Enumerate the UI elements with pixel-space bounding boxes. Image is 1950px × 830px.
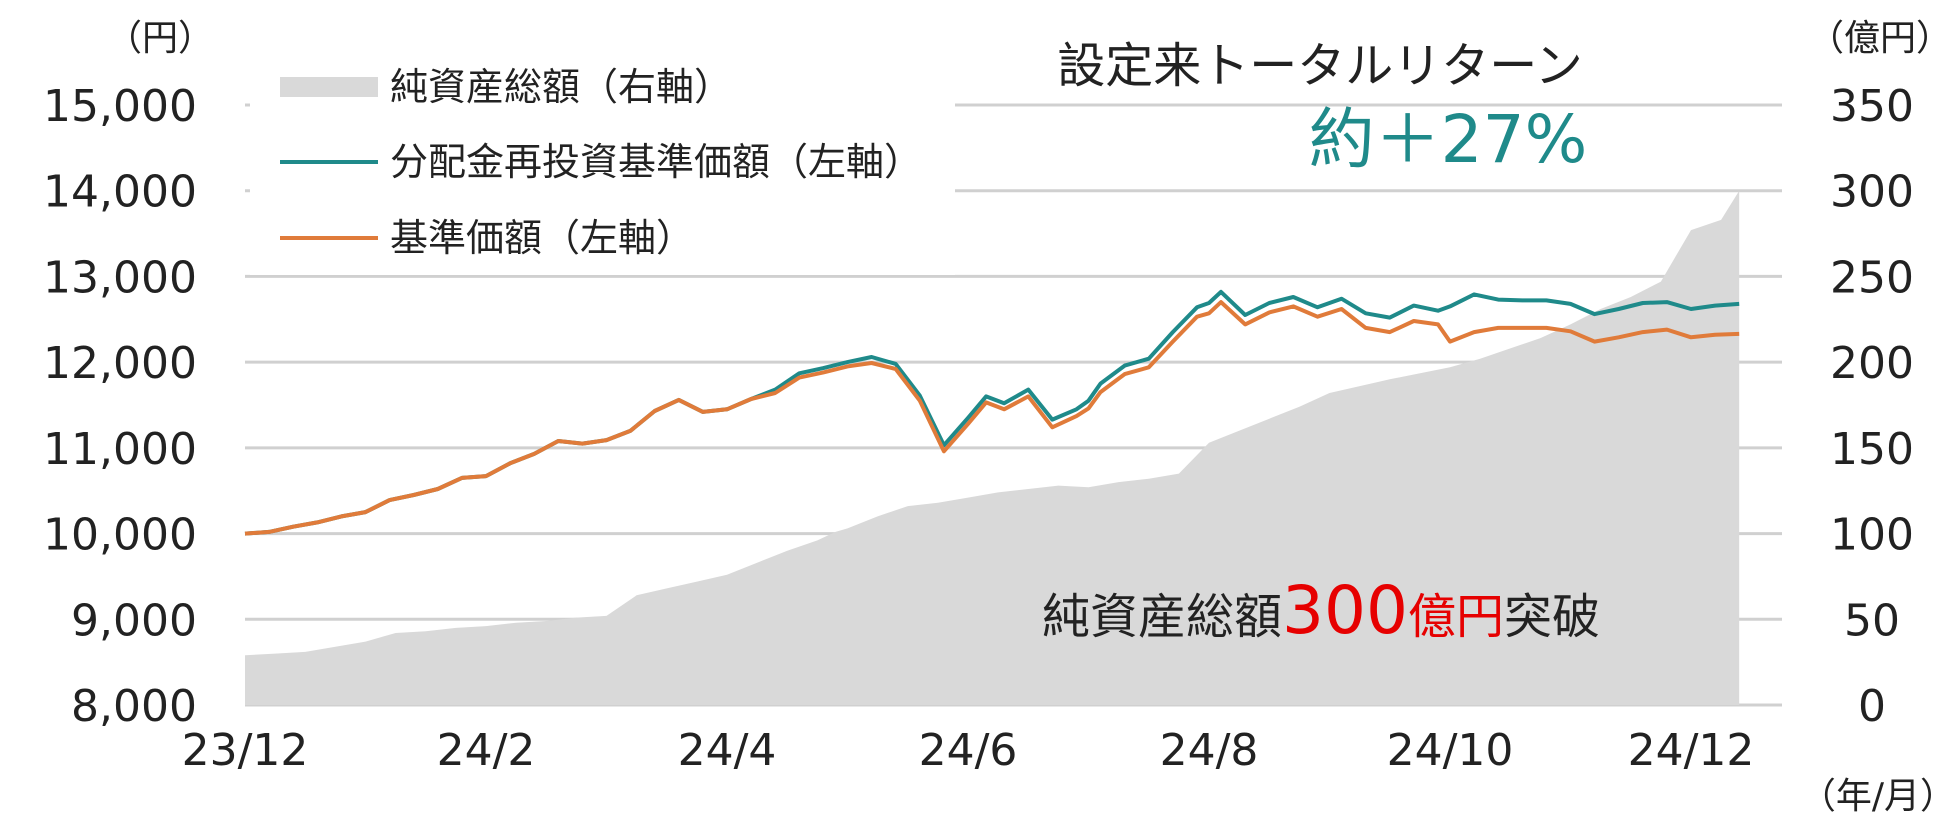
total-return-label: 設定来トータルリターン (1057, 38, 1583, 94)
right-tick-label: 250 (1830, 252, 1914, 303)
legend-swatch-area (280, 77, 378, 97)
x-tick-label: 24/6 (919, 725, 1018, 776)
x-tick-label: 24/10 (1387, 725, 1514, 776)
right-tick-label: 0 (1858, 681, 1886, 732)
net-assets-area (245, 190, 1740, 705)
left-tick-label: 9,000 (71, 595, 197, 646)
x-axis-ticks: 23/12 24/2 24/4 24/6 24/8 24/10 24/12 (182, 725, 1755, 776)
legend-label: 純資産総額（右軸） (390, 65, 732, 109)
x-tick-label: 24/2 (437, 725, 536, 776)
legend-label: 分配金再投資基準価額（左軸） (390, 140, 922, 184)
right-tick-label: 350 (1830, 81, 1914, 132)
legend-label: 基準価額（左軸） (390, 216, 694, 260)
right-tick-label: 150 (1830, 424, 1914, 475)
nav-line (244, 300, 1740, 536)
total-return-value: 約＋27% (1309, 101, 1588, 178)
left-tick-label: 14,000 (43, 167, 197, 218)
x-tick-label: 23/12 (182, 725, 309, 776)
net-assets-milestone: 純資産総額300億円突破 (1042, 572, 1600, 649)
left-axis-unit: （円） (106, 18, 214, 59)
right-tick-label: 200 (1830, 338, 1914, 389)
x-tick-label: 24/4 (678, 725, 777, 776)
x-axis-unit: （年/月） (1800, 776, 1950, 817)
legend: 純資産総額（右軸） 分配金再投資基準価額（左軸） 基準価額（左軸） (250, 50, 955, 275)
left-tick-label: 10,000 (43, 510, 197, 561)
milestone-value: 300 (1282, 572, 1408, 649)
x-tick-label: 24/12 (1628, 725, 1755, 776)
right-axis-unit: （億円） (1808, 18, 1950, 59)
x-tick-label: 24/8 (1160, 725, 1259, 776)
left-tick-label: 12,000 (43, 338, 197, 389)
left-tick-label: 13,000 (43, 252, 197, 303)
milestone-suffix: 突破 (1504, 589, 1600, 645)
right-axis-ticks: 0 50 100 150 200 250 300 350 (1830, 81, 1914, 732)
right-tick-label: 300 (1830, 167, 1914, 218)
milestone-prefix: 純資産総額 (1042, 589, 1282, 645)
left-tick-label: 8,000 (71, 681, 197, 732)
milestone-unit: 億円 (1408, 589, 1504, 645)
right-tick-label: 50 (1844, 595, 1900, 646)
right-tick-label: 100 (1830, 510, 1914, 561)
left-tick-label: 11,000 (43, 424, 197, 475)
left-tick-label: 15,000 (43, 81, 197, 132)
left-axis-ticks: 8,000 9,000 10,000 11,000 12,000 13,000 14,000… (43, 81, 197, 732)
